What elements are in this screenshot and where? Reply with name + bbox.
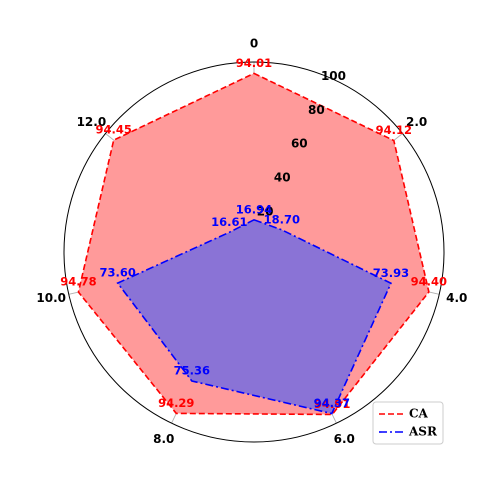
- value-labels: 94.01 94.12 94.40 94.91 94.29 94.78 94.45 16.94…: [60, 56, 447, 411]
- r-tick-label-40: 40: [274, 171, 291, 185]
- series-layer: [77, 72, 430, 416]
- radial-ticks: 20 40 60 80 100: [257, 69, 346, 219]
- legend-box: [372, 401, 444, 445]
- legend-label-asr: ASR: [408, 425, 438, 439]
- value-label-asr-0: 16.94: [236, 202, 272, 216]
- value-label-ca-0: 94.01: [236, 56, 272, 70]
- category-label-5: 10.0: [36, 291, 66, 305]
- category-labels: 0 2.0 4.0 6.0 8.0 10.0 12.0: [36, 37, 467, 446]
- r-tick-label-20: 20: [257, 205, 274, 219]
- category-label-2: 4.0: [446, 291, 467, 305]
- category-label-1: 2.0: [406, 115, 427, 129]
- r-tick-label-100: 100: [321, 69, 346, 83]
- legend-label-ca: CA: [409, 407, 429, 421]
- legend: CA ASR: [372, 401, 444, 445]
- category-label-0: 0: [250, 37, 258, 51]
- value-label-asr-2: 73.93: [373, 266, 409, 280]
- category-label-6: 12.0: [77, 115, 107, 129]
- outer-frame: [63, 61, 445, 443]
- value-label-asr-4: 75.36: [174, 364, 210, 378]
- value-label-ca-1: 94.12: [376, 123, 412, 137]
- r-tick-label-80: 80: [308, 103, 325, 117]
- series-fill-asr: [117, 219, 391, 414]
- value-label-ca-3: 94.91: [314, 397, 350, 411]
- category-label-3: 6.0: [334, 432, 355, 446]
- series-line-ca: [77, 72, 430, 416]
- value-label-ca-4: 94.29: [158, 396, 194, 410]
- category-label-4: 8.0: [153, 432, 174, 446]
- value-label-asr-3: 94.37: [314, 396, 350, 410]
- value-label-ca-2: 94.40: [411, 274, 447, 288]
- polar-frame: [63, 61, 445, 443]
- value-label-asr-6: 16.61: [211, 215, 247, 229]
- series-line-asr: [116, 218, 392, 415]
- value-label-asr-5: 73.60: [99, 266, 135, 280]
- r-tick-label-60: 60: [291, 137, 308, 151]
- value-label-asr-1: 18.70: [264, 212, 300, 226]
- value-label-ca-5: 94.78: [60, 275, 96, 289]
- value-label-ca-6: 94.45: [96, 123, 132, 137]
